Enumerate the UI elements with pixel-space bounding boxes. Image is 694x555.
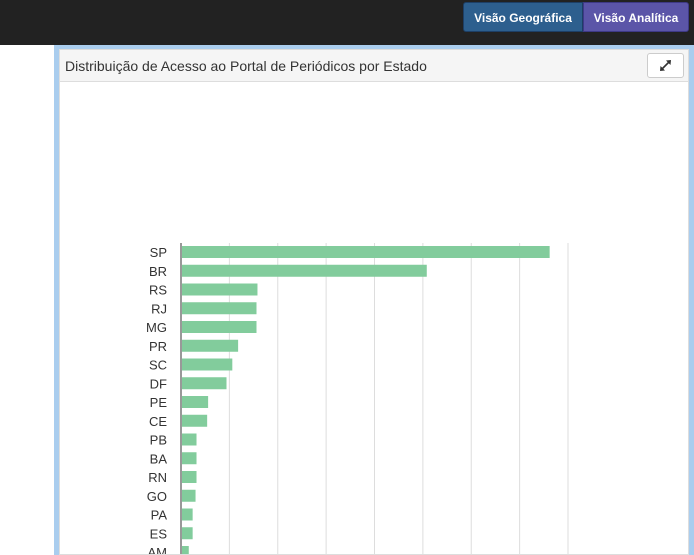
expand-button[interactable] bbox=[647, 53, 684, 78]
y-tick-label: GO bbox=[147, 489, 167, 504]
panel-header: Distribuição de Acesso ao Portal de Peri… bbox=[60, 50, 688, 82]
y-tick-label: RN bbox=[148, 470, 167, 485]
y-tick-label: SC bbox=[149, 358, 167, 373]
chart-panel: Distribuição de Acesso ao Portal de Peri… bbox=[59, 49, 689, 555]
analytic-view-button[interactable]: Visão Analítica bbox=[583, 2, 689, 32]
y-tick-label: MG bbox=[146, 320, 167, 335]
bar-es[interactable] bbox=[182, 527, 193, 540]
top-navbar: Visão Geográfica Visão Analítica bbox=[0, 0, 694, 45]
bar-am[interactable] bbox=[182, 546, 189, 554]
geographic-view-button[interactable]: Visão Geográfica bbox=[463, 2, 583, 32]
y-tick-label: PR bbox=[149, 339, 167, 354]
bar-ba[interactable] bbox=[182, 452, 197, 465]
bar-ce[interactable] bbox=[182, 414, 208, 427]
bar-pa[interactable] bbox=[182, 508, 193, 521]
y-tick-label: PB bbox=[150, 433, 167, 448]
y-tick-label: RJ bbox=[151, 301, 167, 316]
expand-arrows-icon bbox=[660, 60, 671, 71]
bar-rs[interactable] bbox=[182, 283, 258, 296]
y-tick-label: AM bbox=[148, 545, 168, 554]
y-tick-label: RS bbox=[149, 283, 167, 298]
bar-sp[interactable] bbox=[182, 246, 550, 258]
bar-df[interactable] bbox=[182, 377, 227, 390]
y-tick-label: DF bbox=[150, 376, 167, 391]
bar-rj[interactable] bbox=[182, 302, 257, 315]
bar-go[interactable] bbox=[182, 489, 196, 502]
y-tick-label: SP bbox=[150, 245, 167, 260]
bar-pb[interactable] bbox=[182, 433, 197, 446]
bar-br[interactable] bbox=[182, 264, 427, 277]
y-tick-label: ES bbox=[150, 526, 168, 541]
bar-sc[interactable] bbox=[182, 358, 233, 371]
bar-rn[interactable] bbox=[182, 471, 197, 483]
y-tick-label: BA bbox=[150, 451, 168, 466]
bar-pr[interactable] bbox=[182, 339, 239, 352]
view-toggle-group: Visão Geográfica Visão Analítica bbox=[463, 2, 689, 32]
panel-title: Distribuição de Acesso ao Portal de Peri… bbox=[65, 58, 427, 74]
y-tick-label: BR bbox=[149, 264, 167, 279]
y-tick-label: CE bbox=[149, 414, 167, 429]
y-tick-label: PE bbox=[150, 395, 168, 410]
bar-mg[interactable] bbox=[182, 321, 257, 333]
y-tick-label: PA bbox=[151, 508, 168, 523]
bar-chart: SP BR RS RJ MG PR SC DF PE CE PB BA RN GO PA ES AM bbox=[146, 243, 569, 554]
bar-pe[interactable] bbox=[182, 396, 209, 408]
